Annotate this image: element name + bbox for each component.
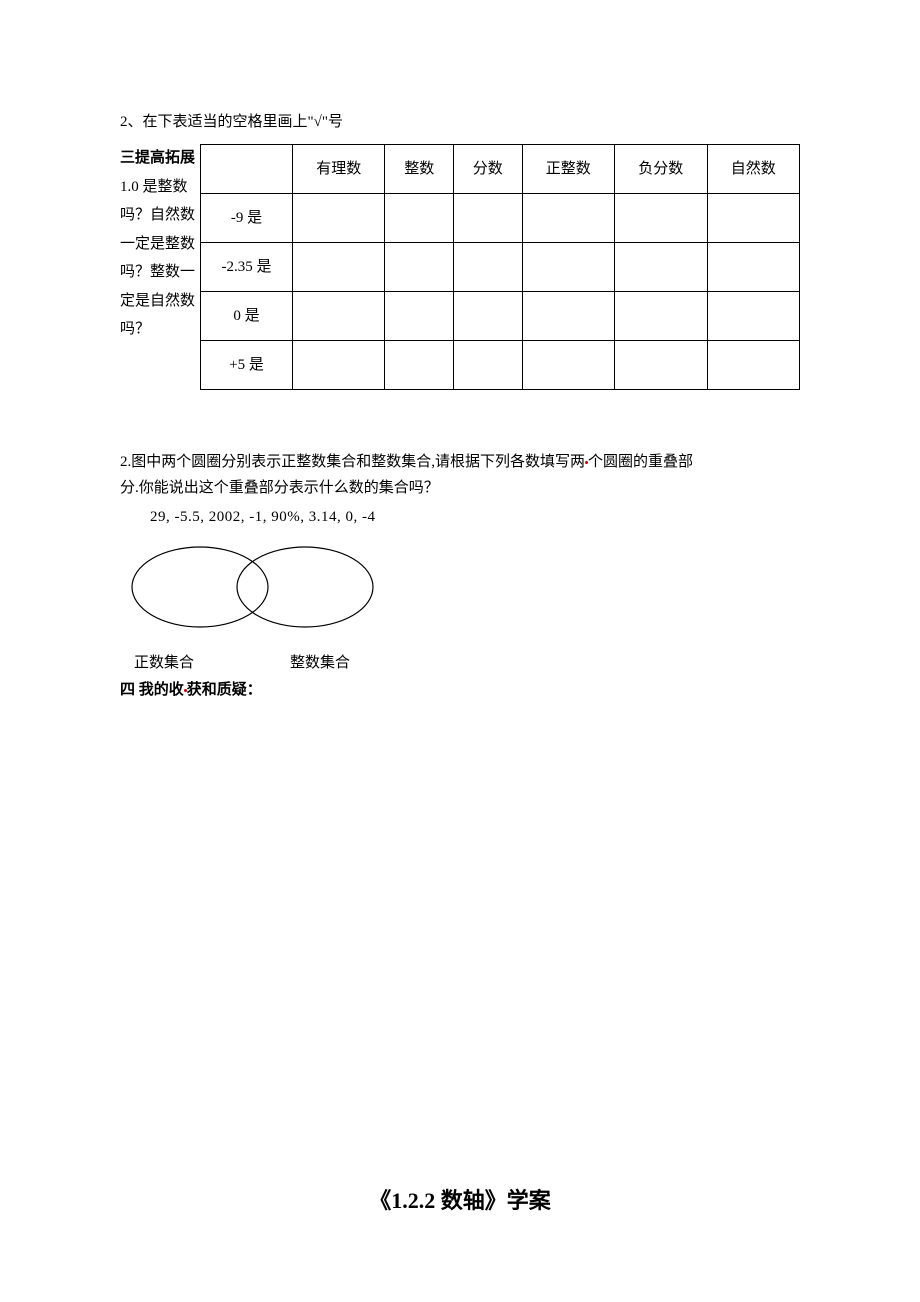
table-header-cell: 正整数 (522, 145, 614, 194)
venn-right-ellipse (237, 547, 373, 627)
table-cell: -9 是 (201, 194, 293, 243)
table-cell[interactable] (454, 341, 523, 390)
table-header-cell: 分数 (454, 145, 523, 194)
table-cell[interactable] (615, 194, 707, 243)
next-section-title: 《1.2.2 数轴》学案 (0, 1183, 920, 1218)
table-cell[interactable] (522, 243, 614, 292)
table-cell[interactable] (454, 243, 523, 292)
table-header-cell: 负分数 (615, 145, 707, 194)
table-header-cell: 自然数 (707, 145, 800, 194)
table-cell[interactable] (385, 292, 454, 341)
table-cell[interactable] (522, 292, 614, 341)
table-cell[interactable] (615, 341, 707, 390)
venn-right-label: 整数集合 (290, 651, 350, 675)
table-cell[interactable] (707, 292, 800, 341)
venn-labels: 正数集合 整数集合 (120, 651, 400, 675)
table-row: -2.35 是 (201, 243, 800, 292)
table-row: -9 是 (201, 194, 800, 243)
table-cell[interactable] (454, 292, 523, 341)
table-cell[interactable] (522, 194, 614, 243)
q4-part1: 四 我的收 (120, 682, 184, 698)
table-cell: 0 是 (201, 292, 293, 341)
venn-left-label: 正数集合 (134, 651, 194, 675)
q2b-line1-part1: 2.图中两个圆圈分别表示正整数集合和整数集合,请根据下列各数填写两 (120, 454, 585, 470)
table-header-row: 有理数 整数 分数 正整数 负分数 自然数 (201, 145, 800, 194)
table-cell[interactable] (385, 243, 454, 292)
table-cell[interactable] (707, 243, 800, 292)
table-cell: +5 是 (201, 341, 293, 390)
table-cell[interactable] (293, 341, 385, 390)
table-header-cell: 整数 (385, 145, 454, 194)
table-cell[interactable] (385, 341, 454, 390)
table-cell[interactable] (454, 194, 523, 243)
venn-diagram (120, 537, 420, 647)
section-3-heading: 三提高拓展 (120, 150, 195, 166)
q2b-line1-part2: 个圆圈的重叠部 (588, 454, 693, 470)
question-2b-numbers: 29, -5.5, 2002, -1, 90%, 3.14, 0, -4 (120, 505, 800, 529)
q2b-line2: 分.你能说出这个重叠部分表示什么数的集合吗？ (120, 480, 439, 496)
q4-part2: 获和质疑： (187, 682, 262, 698)
table-cell[interactable] (293, 243, 385, 292)
table-cell[interactable] (615, 292, 707, 341)
table-header-cell: 有理数 (293, 145, 385, 194)
table-cell[interactable] (385, 194, 454, 243)
table-cell[interactable] (293, 292, 385, 341)
table-cell[interactable] (615, 243, 707, 292)
classification-table: 有理数 整数 分数 正整数 负分数 自然数 -9 是 (200, 144, 800, 390)
table-header-cell (201, 145, 293, 194)
question-2b-text: 2.图中两个圆圈分别表示正整数集合和整数集合,请根据下列各数填写两个圆圈的重叠部… (120, 450, 800, 501)
question-1-text: 1.0 是整数吗？自然数一定是整数吗？整数一定是自然数吗？ (120, 179, 195, 338)
table-cell: -2.35 是 (201, 243, 293, 292)
section-4-heading: 四 我的收获和质疑： (120, 678, 800, 702)
table-cell[interactable] (707, 194, 800, 243)
table-cell[interactable] (707, 341, 800, 390)
venn-left-ellipse (132, 547, 268, 627)
table-cell[interactable] (293, 194, 385, 243)
left-column-text: 三提高拓展 1.0 是整数吗？自然数一定是整数吗？整数一定是自然数吗？ (120, 144, 200, 344)
table-row: 0 是 (201, 292, 800, 341)
table-row: +5 是 (201, 341, 800, 390)
question-2-title: 2、在下表适当的空格里画上"√"号 (120, 110, 800, 134)
table-cell[interactable] (522, 341, 614, 390)
venn-svg (120, 537, 390, 637)
